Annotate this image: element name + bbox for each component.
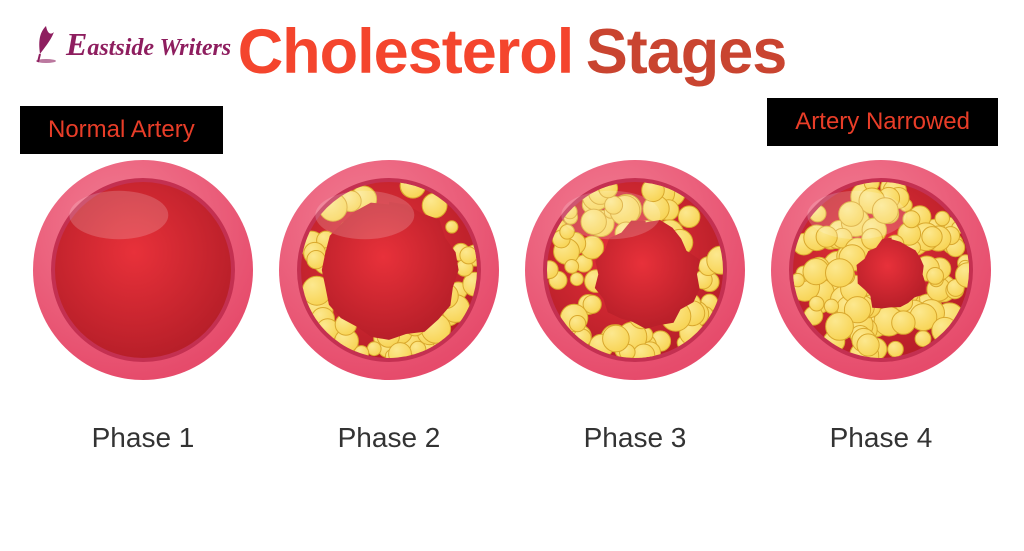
artery-diagram-phase-3 — [525, 160, 745, 380]
phase-label: Phase 2 — [338, 422, 441, 454]
feather-icon — [30, 24, 62, 64]
phase-label: Phase 3 — [584, 422, 687, 454]
title-word-1: Cholesterol — [238, 17, 574, 87]
artery-diagram-phase-1 — [33, 160, 253, 380]
phase-2: Phase 2 — [279, 160, 499, 454]
phase-1: Phase 1 — [33, 160, 253, 454]
phase-4: Phase 4 — [771, 160, 991, 454]
phase-3: Phase 3 — [525, 160, 745, 454]
artery-diagram-phase-2 — [279, 160, 499, 380]
brand-logo: Eastside Writers — [30, 24, 231, 64]
artery-diagram-phase-4 — [771, 160, 991, 380]
brand-name: Eastside Writers — [66, 26, 231, 63]
label-normal-artery: Normal Artery — [20, 106, 223, 154]
page-title: Cholesterol Stages — [238, 16, 787, 88]
label-narrowed-artery: Artery Narrowed — [767, 98, 998, 146]
phases-row: Phase 1 Phase 2 Phase 3 Phase 4 — [0, 160, 1024, 454]
title-word-2: Stages — [586, 17, 787, 87]
phase-label: Phase 1 — [92, 422, 195, 454]
phase-label: Phase 4 — [830, 422, 933, 454]
